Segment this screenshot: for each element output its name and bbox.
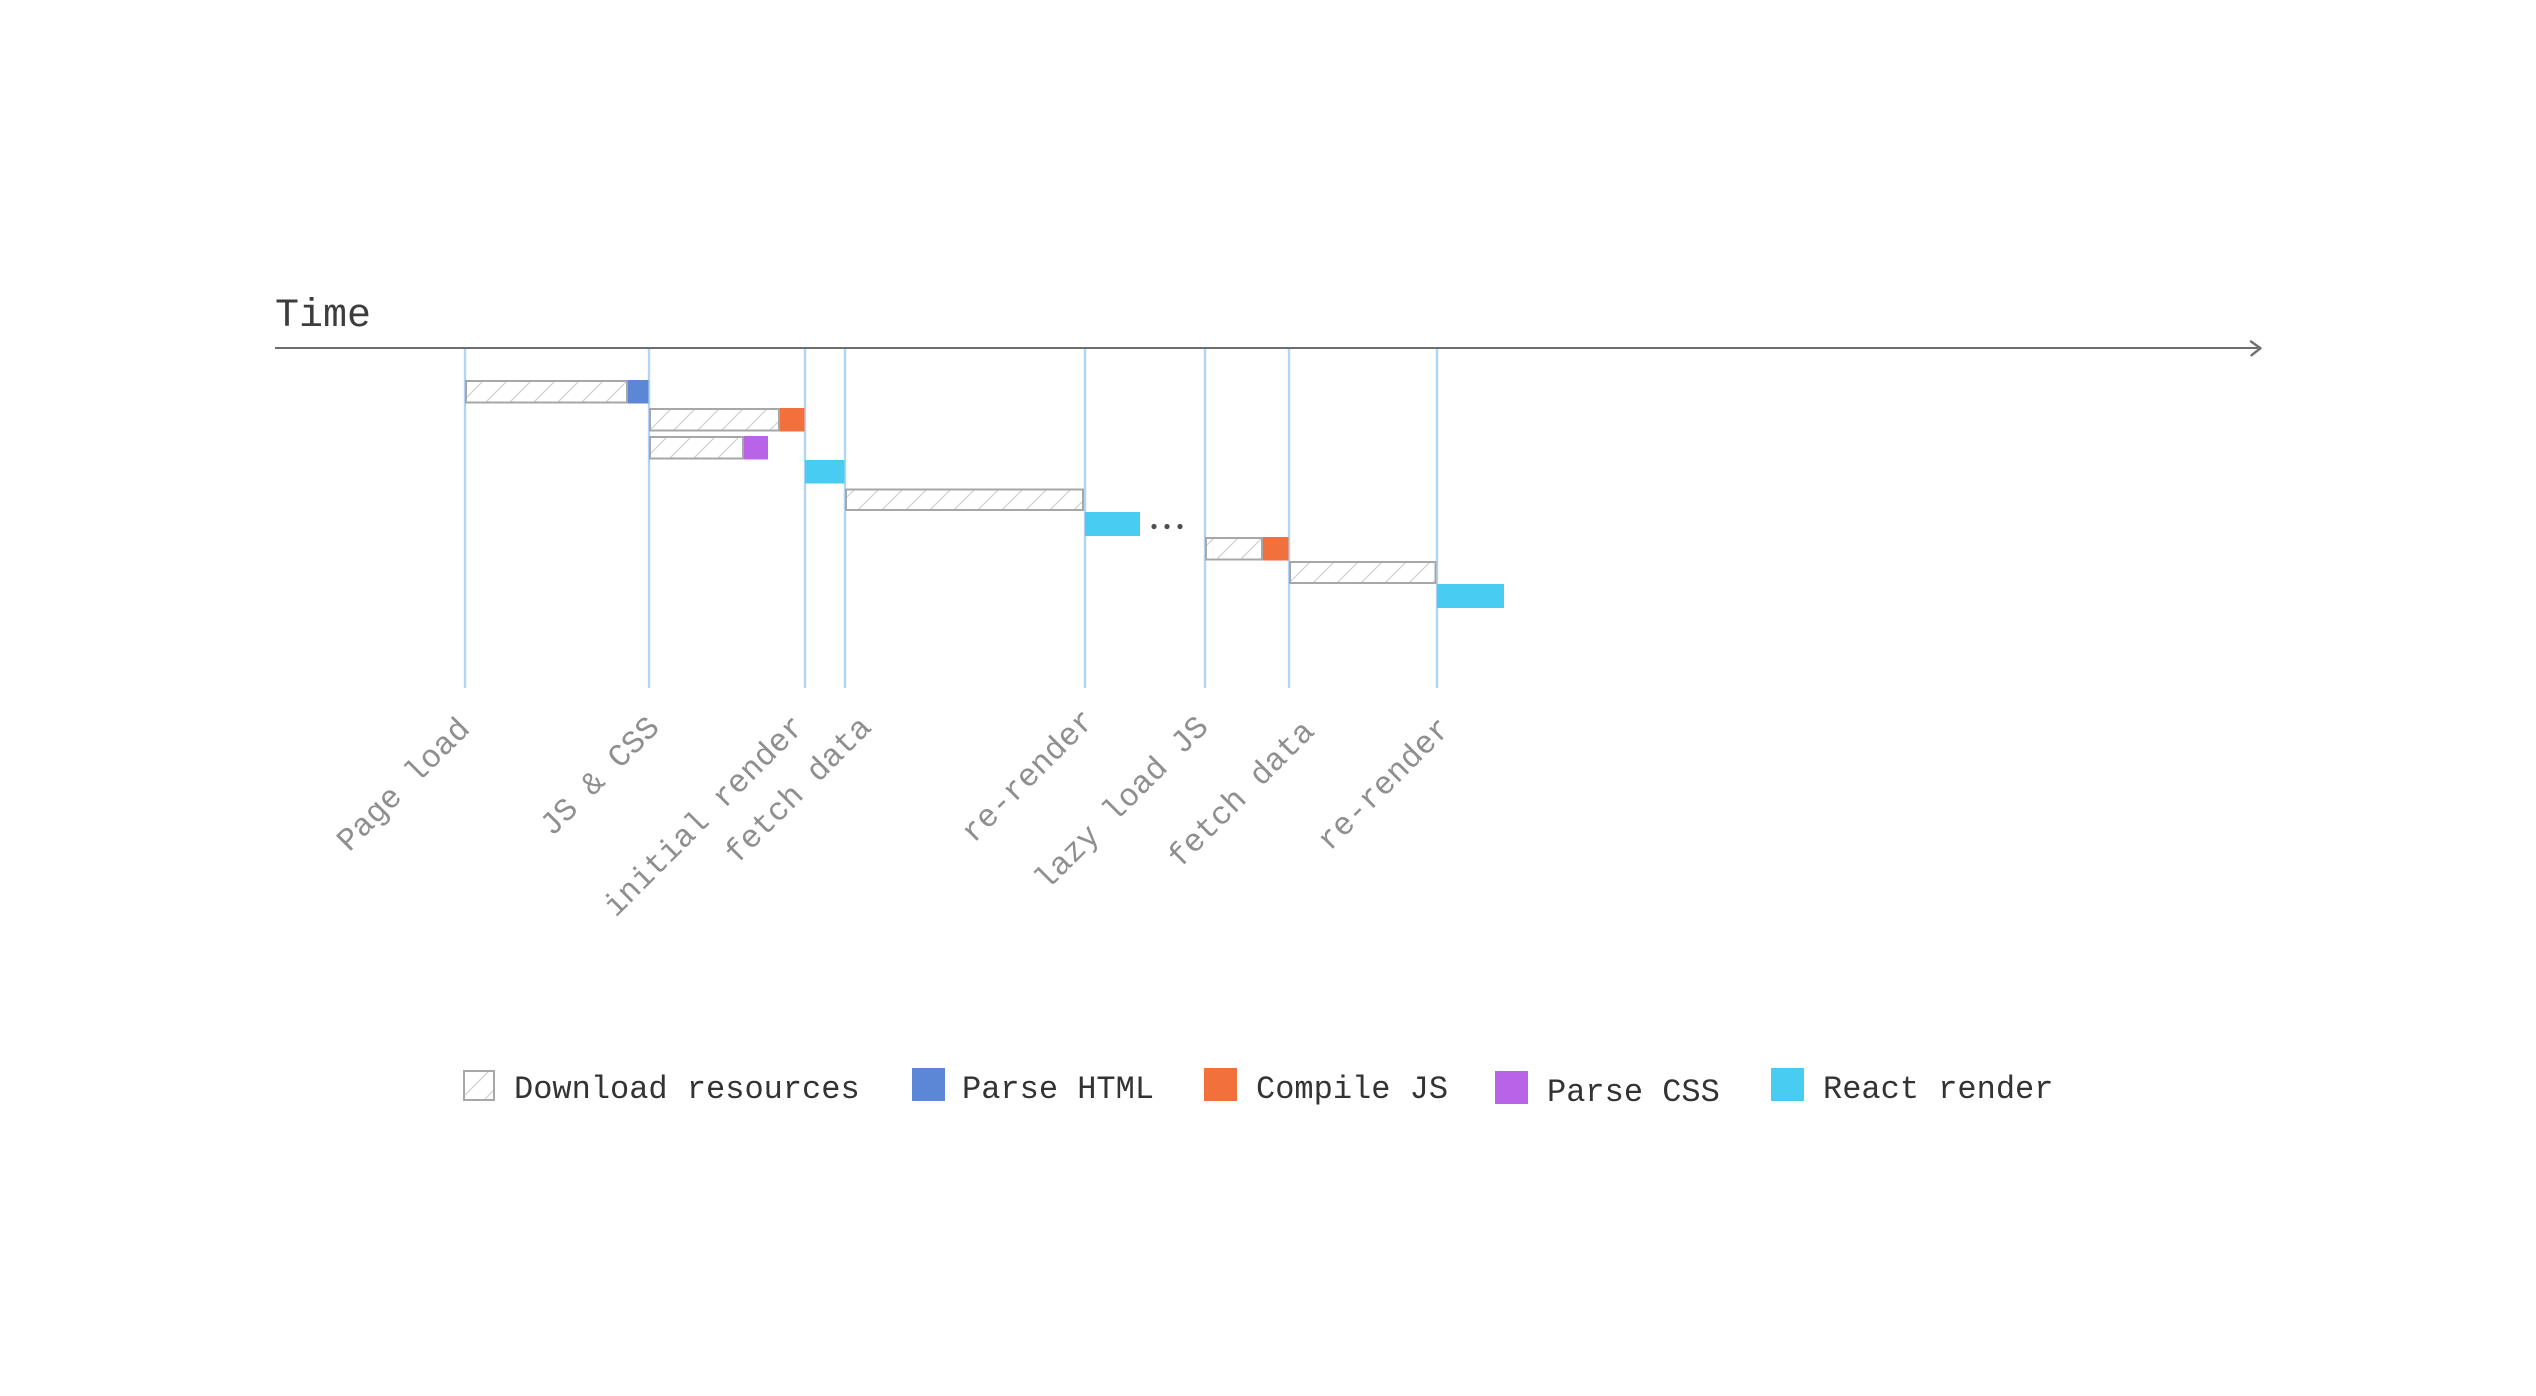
- svg-text:Parse CSS: Parse CSS: [1547, 1074, 1720, 1111]
- svg-text:Time: Time: [275, 294, 371, 339]
- svg-text:re-render: re-render: [1311, 711, 1459, 859]
- svg-text:Parse HTML: Parse HTML: [962, 1071, 1154, 1108]
- svg-text:React render: React render: [1823, 1071, 2053, 1108]
- svg-text:Download resources: Download resources: [514, 1071, 860, 1108]
- svg-text:Compile JS: Compile JS: [1256, 1071, 1448, 1108]
- svg-text:Page load: Page load: [330, 711, 478, 859]
- svg-text:JS & CSS: JS & CSS: [533, 710, 668, 845]
